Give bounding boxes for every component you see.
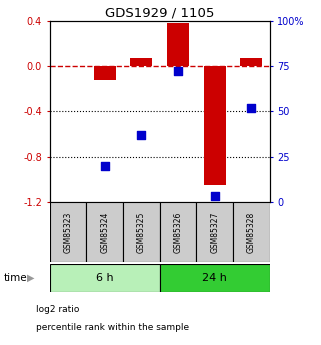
Title: GDS1929 / 1105: GDS1929 / 1105: [105, 7, 214, 20]
Text: 6 h: 6 h: [96, 273, 114, 283]
FancyBboxPatch shape: [50, 202, 86, 262]
Text: GSM85327: GSM85327: [210, 211, 219, 253]
Text: percentile rank within the sample: percentile rank within the sample: [37, 323, 190, 332]
Bar: [130, 58, 152, 66]
FancyBboxPatch shape: [123, 202, 160, 262]
Point: [139, 132, 144, 138]
Bar: [167, 23, 189, 66]
Point: [176, 69, 181, 74]
FancyBboxPatch shape: [160, 264, 270, 292]
FancyBboxPatch shape: [50, 264, 160, 292]
Point: [102, 163, 107, 168]
FancyBboxPatch shape: [86, 202, 123, 262]
Text: GSM85325: GSM85325: [137, 211, 146, 253]
Text: GSM85326: GSM85326: [174, 211, 183, 253]
Text: log2 ratio: log2 ratio: [37, 305, 80, 314]
FancyBboxPatch shape: [233, 202, 270, 262]
Text: GSM85323: GSM85323: [64, 211, 73, 253]
Text: 24 h: 24 h: [202, 273, 227, 283]
Bar: [94, 66, 116, 80]
FancyBboxPatch shape: [196, 202, 233, 262]
Text: time: time: [3, 273, 27, 283]
Text: GSM85328: GSM85328: [247, 211, 256, 253]
Bar: [204, 66, 226, 185]
Text: ▶: ▶: [27, 273, 35, 283]
Point: [249, 105, 254, 110]
FancyBboxPatch shape: [160, 202, 196, 262]
Text: GSM85324: GSM85324: [100, 211, 109, 253]
Point: [212, 194, 217, 199]
Bar: [240, 58, 262, 66]
